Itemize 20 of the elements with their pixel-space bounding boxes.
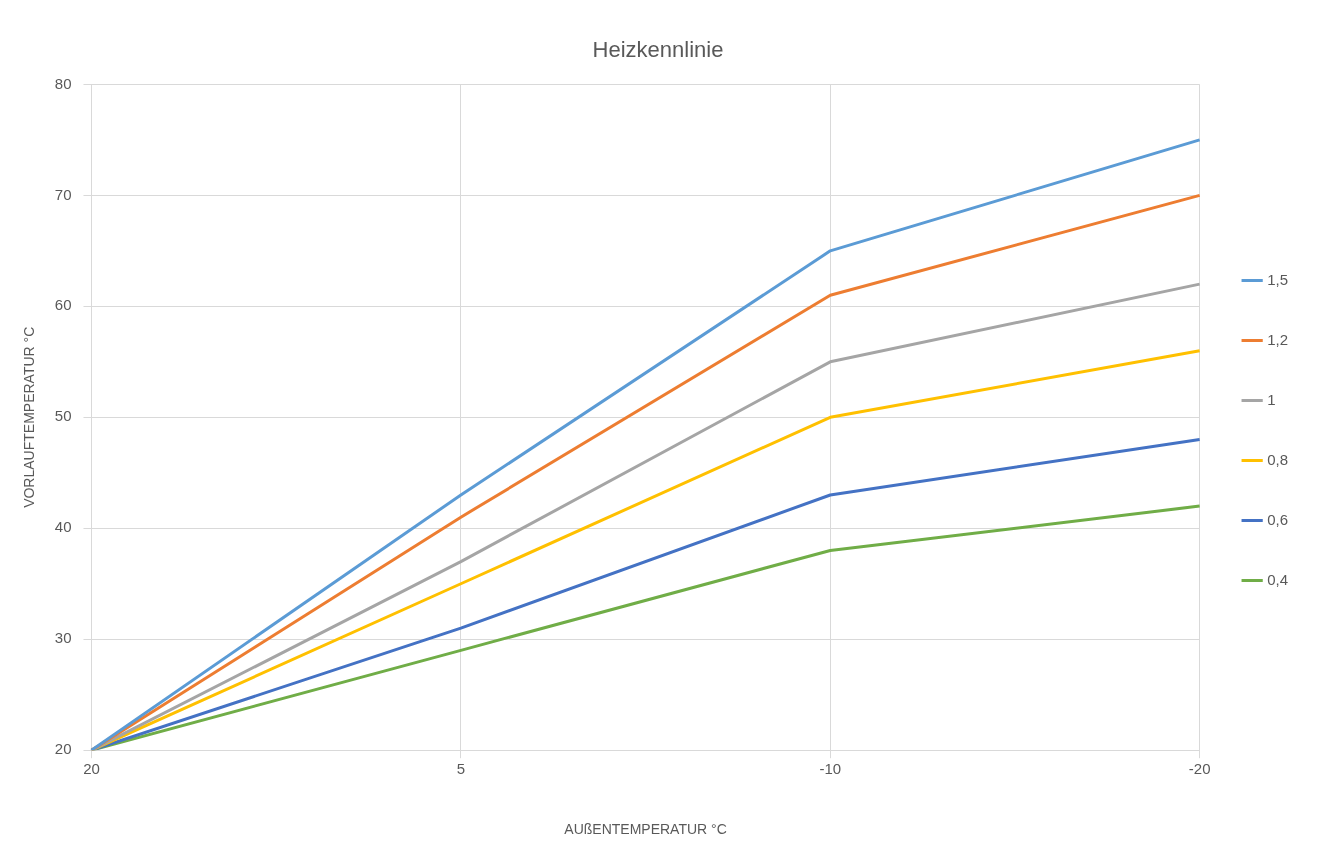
x-tick-label: -20 <box>1188 760 1211 778</box>
y-axis-title: VORLAUFTEMPERATUR °C <box>21 326 38 508</box>
y-tick-label: 20 <box>54 740 72 758</box>
x-tick-label: -10 <box>819 760 842 778</box>
y-tick-label: 30 <box>54 629 72 647</box>
legend-label: 1,2 <box>1267 330 1289 348</box>
legend-label: 1 <box>1267 390 1276 408</box>
x-tick-label: 20 <box>83 760 100 778</box>
x-tick-label: 5 <box>456 760 466 778</box>
legend-label: 0,8 <box>1267 450 1289 468</box>
y-tick-label: 50 <box>54 407 72 425</box>
legend-label: 1,5 <box>1267 270 1289 288</box>
y-tick-label: 80 <box>54 74 72 92</box>
y-tick-label: 60 <box>54 296 72 314</box>
x-axis-title: AUßENTEMPERATUR °C <box>564 821 727 838</box>
y-tick-label: 70 <box>54 185 72 203</box>
legend-label: 0,6 <box>1267 510 1289 528</box>
chart-title: Heizkennlinie <box>592 37 724 63</box>
y-tick-label: 40 <box>54 518 72 536</box>
legend-label: 0,4 <box>1267 570 1289 588</box>
